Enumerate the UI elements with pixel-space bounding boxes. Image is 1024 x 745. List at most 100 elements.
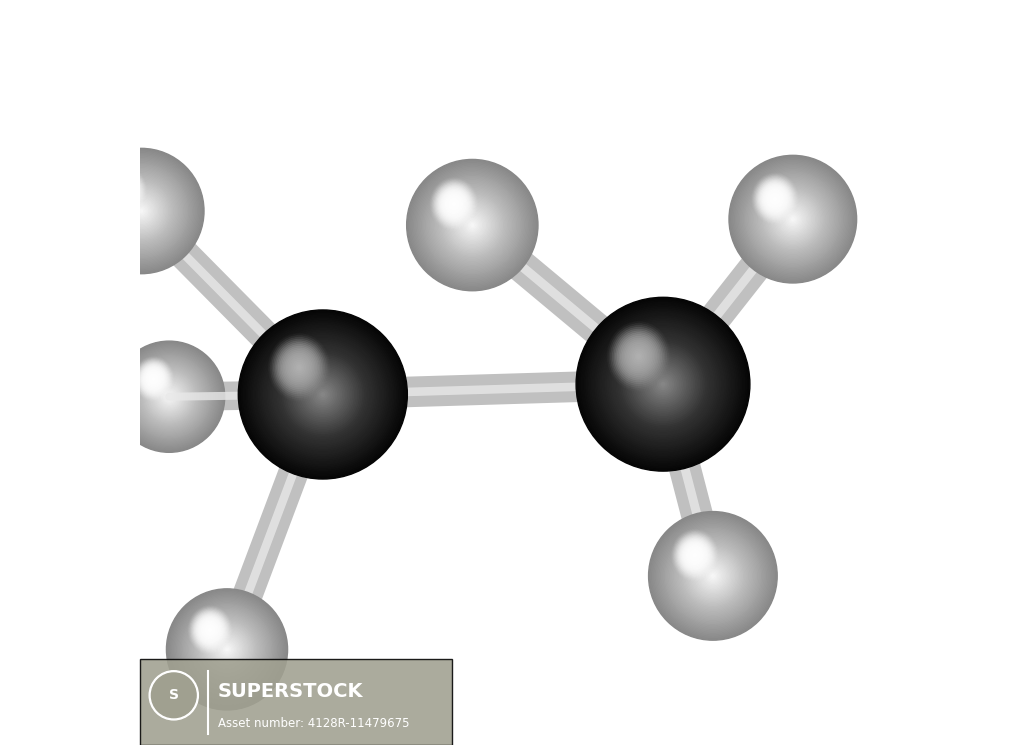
Ellipse shape (585, 306, 741, 463)
Ellipse shape (651, 514, 774, 638)
Ellipse shape (685, 545, 705, 566)
Ellipse shape (118, 346, 220, 448)
Ellipse shape (764, 190, 822, 249)
Ellipse shape (442, 195, 503, 256)
Ellipse shape (141, 369, 197, 425)
Ellipse shape (678, 541, 748, 611)
Ellipse shape (123, 350, 216, 443)
Ellipse shape (167, 589, 288, 710)
Ellipse shape (775, 201, 811, 237)
Ellipse shape (208, 627, 212, 633)
Ellipse shape (201, 620, 219, 640)
Ellipse shape (189, 607, 230, 653)
Ellipse shape (175, 597, 280, 702)
Ellipse shape (604, 325, 722, 443)
Ellipse shape (753, 174, 797, 223)
Ellipse shape (642, 364, 684, 405)
Text: S: S (169, 688, 179, 703)
Ellipse shape (668, 531, 758, 621)
Ellipse shape (102, 172, 180, 250)
Ellipse shape (240, 311, 406, 478)
Ellipse shape (222, 644, 231, 654)
Ellipse shape (144, 372, 194, 421)
Ellipse shape (128, 355, 210, 438)
Ellipse shape (166, 393, 172, 400)
Ellipse shape (657, 521, 768, 631)
Ellipse shape (286, 358, 360, 431)
Ellipse shape (644, 365, 682, 403)
Ellipse shape (120, 348, 218, 446)
Ellipse shape (691, 551, 698, 559)
Circle shape (152, 673, 197, 717)
Ellipse shape (750, 176, 837, 262)
Ellipse shape (676, 533, 715, 577)
Ellipse shape (140, 210, 142, 212)
Ellipse shape (165, 393, 174, 401)
Ellipse shape (124, 194, 159, 229)
Ellipse shape (196, 613, 225, 647)
Ellipse shape (157, 384, 181, 409)
Ellipse shape (155, 382, 183, 411)
Ellipse shape (634, 351, 644, 362)
Ellipse shape (787, 214, 798, 224)
Ellipse shape (194, 612, 226, 648)
Ellipse shape (302, 374, 343, 415)
Ellipse shape (299, 371, 346, 418)
Ellipse shape (683, 542, 708, 568)
Ellipse shape (682, 545, 743, 606)
Ellipse shape (193, 611, 227, 649)
Ellipse shape (284, 355, 361, 434)
Ellipse shape (792, 218, 794, 221)
Ellipse shape (730, 156, 855, 282)
Ellipse shape (590, 311, 736, 457)
Ellipse shape (470, 223, 475, 228)
Ellipse shape (595, 317, 731, 452)
Ellipse shape (177, 600, 276, 699)
Ellipse shape (707, 569, 719, 583)
Ellipse shape (275, 340, 324, 394)
Ellipse shape (184, 607, 269, 692)
Ellipse shape (439, 188, 469, 221)
Ellipse shape (431, 180, 476, 229)
Ellipse shape (135, 205, 147, 218)
Ellipse shape (687, 547, 702, 563)
Ellipse shape (271, 337, 327, 398)
Ellipse shape (263, 335, 382, 454)
Ellipse shape (316, 387, 330, 402)
Ellipse shape (421, 174, 523, 276)
Ellipse shape (148, 375, 190, 418)
Ellipse shape (623, 338, 655, 375)
Ellipse shape (701, 564, 724, 588)
Ellipse shape (763, 186, 787, 212)
Ellipse shape (781, 208, 804, 231)
Ellipse shape (674, 533, 716, 578)
Ellipse shape (204, 627, 250, 673)
Ellipse shape (743, 169, 843, 269)
Ellipse shape (123, 190, 125, 192)
Ellipse shape (741, 168, 844, 270)
Ellipse shape (685, 548, 741, 604)
Ellipse shape (129, 357, 209, 437)
Ellipse shape (611, 332, 715, 437)
Ellipse shape (769, 195, 817, 244)
Ellipse shape (767, 194, 818, 244)
Ellipse shape (681, 544, 745, 608)
Ellipse shape (444, 197, 500, 253)
Ellipse shape (294, 362, 304, 372)
Ellipse shape (749, 174, 838, 264)
Ellipse shape (650, 513, 776, 639)
Ellipse shape (257, 329, 389, 460)
Ellipse shape (440, 194, 504, 256)
Ellipse shape (127, 355, 211, 439)
Ellipse shape (774, 200, 812, 238)
Ellipse shape (169, 592, 285, 708)
Ellipse shape (314, 386, 332, 403)
Ellipse shape (190, 613, 263, 685)
Ellipse shape (740, 167, 845, 271)
Ellipse shape (290, 357, 309, 378)
Ellipse shape (143, 371, 195, 422)
Ellipse shape (612, 334, 714, 434)
Ellipse shape (621, 336, 656, 376)
Ellipse shape (164, 391, 175, 402)
Ellipse shape (208, 630, 247, 669)
